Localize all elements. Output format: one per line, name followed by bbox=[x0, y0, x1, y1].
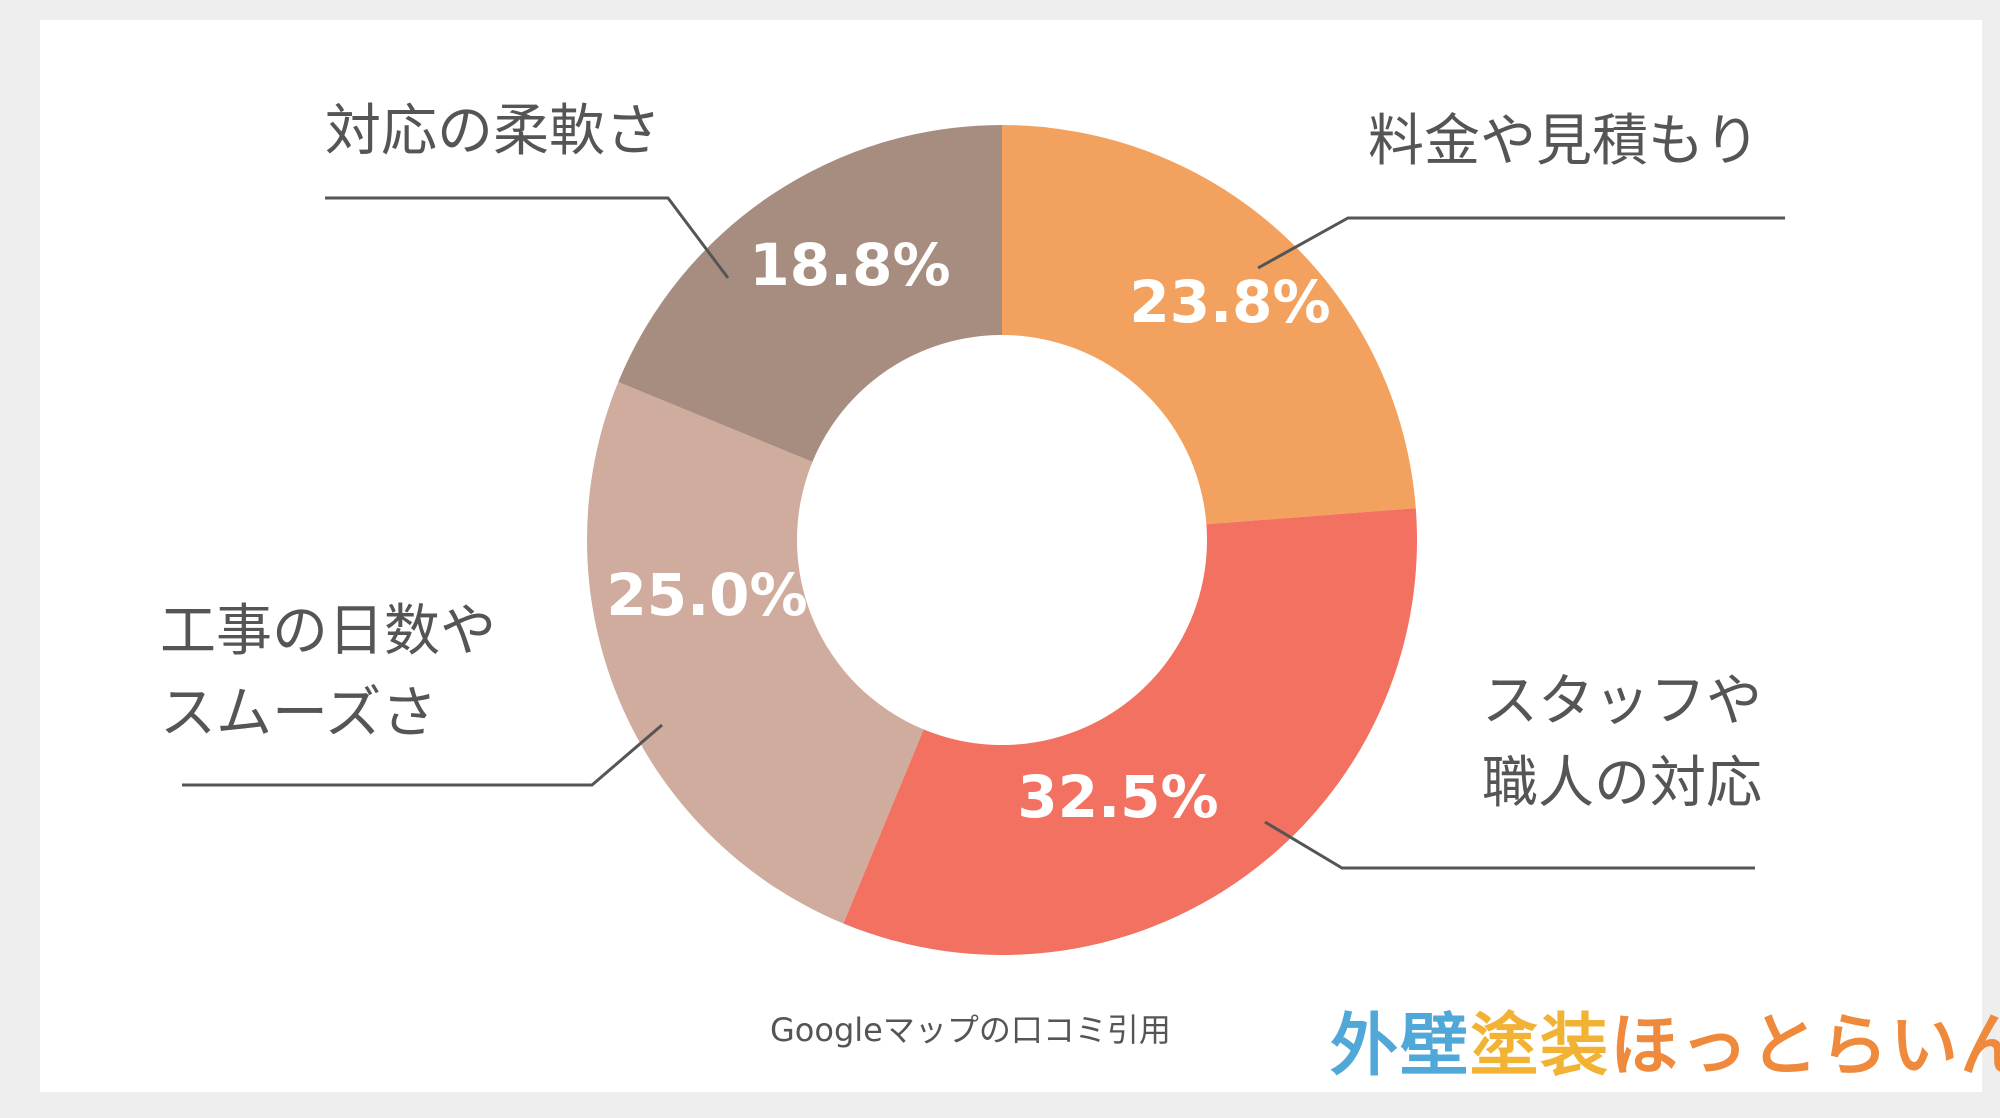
donut-slice-0 bbox=[1002, 125, 1416, 525]
donut-slice-1 bbox=[843, 508, 1417, 955]
logo-text-3: ほっとらいん bbox=[1610, 1007, 2000, 1086]
leader-line-0 bbox=[1257, 216, 1785, 270]
donut-slice-3 bbox=[618, 125, 1002, 462]
slice-category-label-3-line-0: 対応の柔軟さ bbox=[325, 99, 661, 164]
slice-category-label-1-line-1: 職人の対応 bbox=[1482, 751, 1762, 816]
percent-labels: 23.8% 32.5% 25.0% 18.8% bbox=[606, 231, 1330, 831]
slice-category-label-2-line-0: 工事の日数や bbox=[160, 599, 496, 664]
leader-lines bbox=[182, 196, 1785, 870]
leader-line-3 bbox=[325, 196, 730, 279]
logo-text-1: 外壁 bbox=[1330, 1007, 1471, 1086]
slices-layer bbox=[586, 125, 1417, 955]
slice-percent-label-0: 23.8% bbox=[1129, 268, 1330, 336]
slice-category-label-0-line-0: 料金や見積もり bbox=[1368, 109, 1760, 174]
leader-line-1 bbox=[1264, 820, 1755, 870]
slice-category-label-2-line-1: スムーズさ bbox=[160, 681, 437, 746]
logo-text-2: 塗装 bbox=[1470, 1007, 1611, 1086]
donut-slice-2 bbox=[586, 381, 924, 924]
leader-line-2 bbox=[182, 723, 663, 787]
brand-logo: 外壁塗装ほっとらいん bbox=[1330, 990, 2000, 1086]
source-note: Googleマップの口コミ引用 bbox=[770, 1011, 1171, 1049]
slice-percent-label-1: 32.5% bbox=[1017, 763, 1218, 831]
slice-category-label-1-line-0: スタッフや bbox=[1482, 669, 1762, 734]
slice-percent-label-3: 18.8% bbox=[749, 231, 950, 299]
slice-percent-label-2: 25.0% bbox=[606, 561, 807, 629]
